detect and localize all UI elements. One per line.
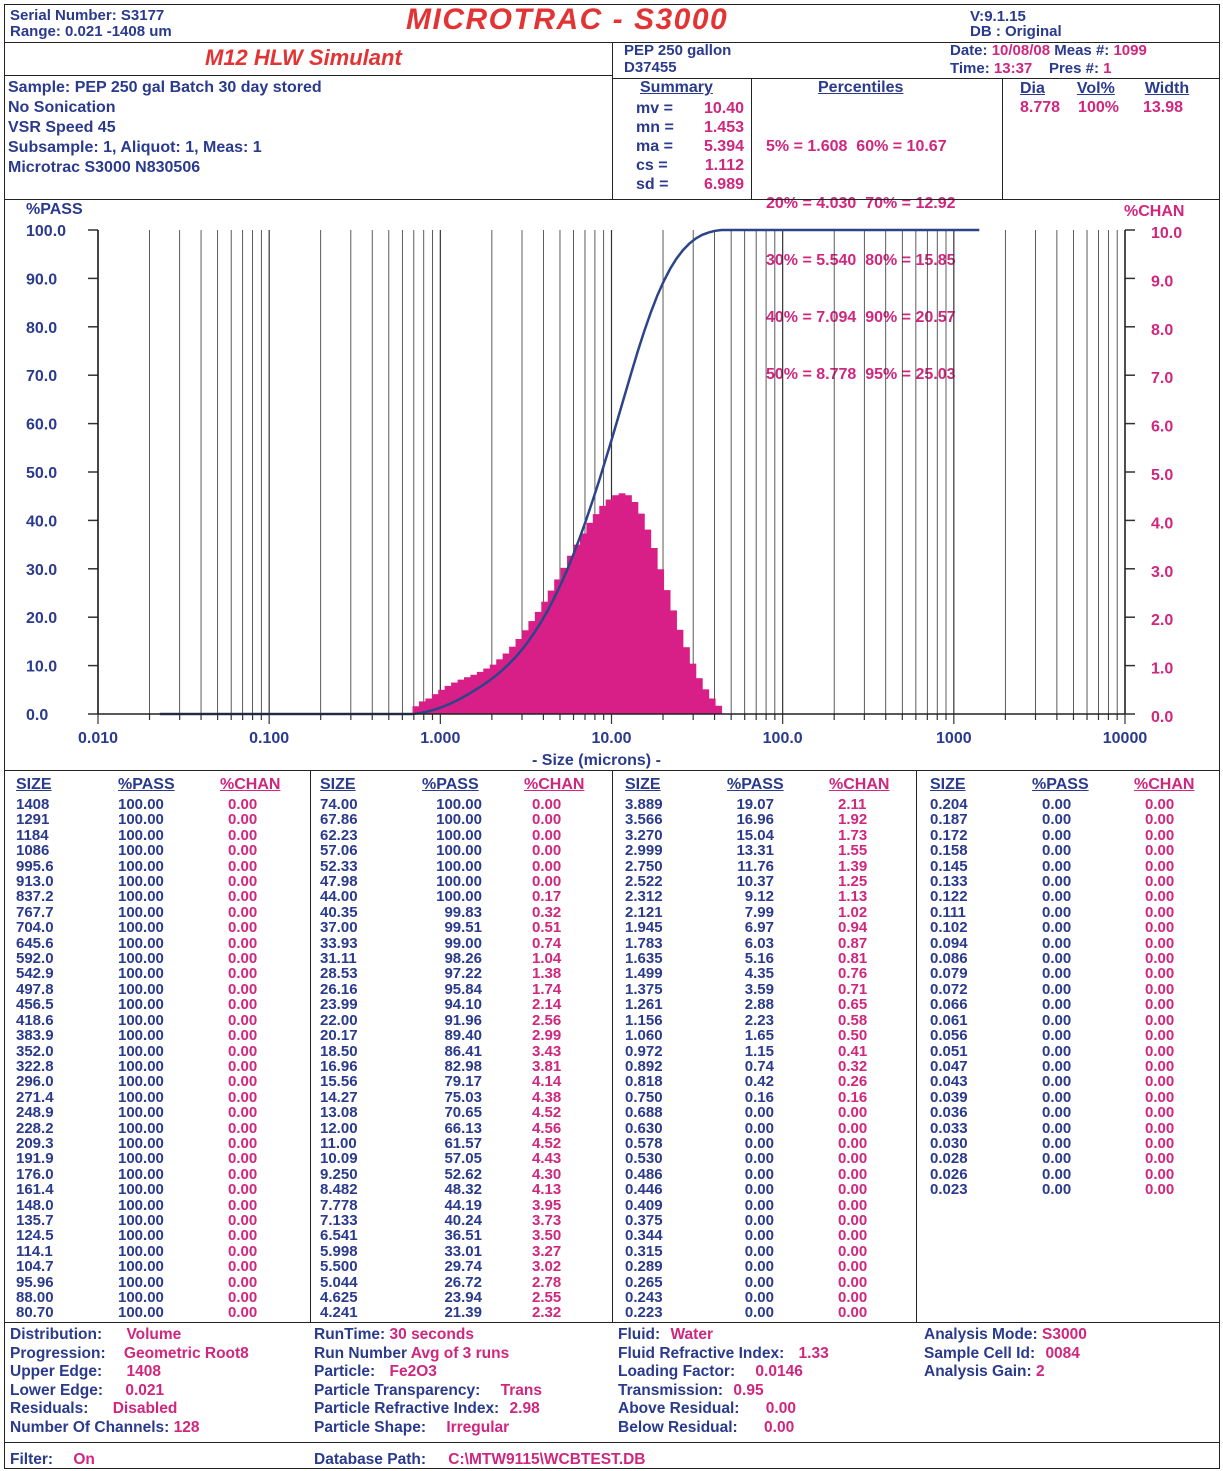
col1-pass: 100.00 100.00 100.00 100.00 100.00 100.0… — [118, 796, 164, 1322]
col3-size: 3.889 3.566 3.270 2.999 2.750 2.522 2.31… — [625, 796, 663, 1322]
col4-size-header: SIZE — [930, 776, 966, 793]
col1-chan-header: %CHAN — [220, 776, 281, 793]
col2-chan: 0.00 0.00 0.00 0.00 0.00 0.00 0.17 0.32 … — [532, 796, 562, 1322]
col4-chan: 0.00 0.00 0.00 0.00 0.00 0.00 0.00 0.00 … — [1145, 796, 1175, 1199]
y-left-label: %PASS — [26, 201, 83, 218]
range: Range: 0.021 -1408 um — [10, 23, 172, 40]
database-path: Database Path: C:\MTW9115\WCBTEST.DB — [314, 1451, 646, 1468]
sample-id-2: D37455 — [624, 59, 677, 76]
col1-size: 1408 1291 1184 1086 995.6 913.0 837.2 76… — [16, 796, 54, 1322]
sample-id-1: PEP 250 gallon — [624, 42, 732, 59]
col3-chan: 2.11 1.92 1.73 1.55 1.39 1.25 1.13 1.02 … — [838, 796, 868, 1322]
summary-table: mv = 10.40 mn = 1.453 ma = 5.394 cs = 1.112 … — [636, 100, 744, 193]
y-right-label: %CHAN — [1124, 203, 1185, 220]
time: Time: 13:37 Pres #: 1 — [950, 60, 1112, 77]
footer-col2: RunTime: 30 seconds Run Number Avg of 3 … — [314, 1326, 542, 1436]
col2-pass: 100.00 100.00 100.00 100.00 100.00 100.0… — [436, 796, 482, 1322]
database: DB : Original — [970, 23, 1062, 40]
col4-chan-header: %CHAN — [1134, 776, 1195, 793]
percentiles-title: Percentiles — [818, 79, 904, 96]
footer-col3: Fluid: Water Fluid Refractive Index: 1.3… — [618, 1326, 829, 1436]
col2-size: 74.00 67.86 62.23 57.06 52.33 47.98 44.0… — [320, 796, 358, 1322]
col4-pass-header: %PASS — [1032, 776, 1089, 793]
col4-pass: 0.00 0.00 0.00 0.00 0.00 0.00 0.00 0.00 … — [1042, 796, 1072, 1199]
footer-col4: Analysis Mode: S3000 Sample Cell Id: 008… — [924, 1326, 1087, 1380]
footer-frame — [4, 1322, 1220, 1469]
serial-number: Serial Number: S3177 — [10, 7, 165, 24]
version: V:9.1.15 — [970, 8, 1026, 25]
col1-size-header: SIZE — [16, 776, 52, 793]
instrument-title: MICROTRAC - S3000 — [406, 3, 729, 36]
col3-chan-header: %CHAN — [829, 776, 890, 793]
sample-title: M12 HLW Simulant — [205, 45, 402, 70]
peaks-header: Dia Vol% Width — [1020, 80, 1190, 97]
col3-size-header: SIZE — [625, 776, 661, 793]
chart-frame — [4, 199, 1220, 771]
col3-pass-header: %PASS — [727, 776, 784, 793]
col1-chan: 0.00 0.00 0.00 0.00 0.00 0.00 0.00 0.00 … — [228, 796, 258, 1322]
col2-size-header: SIZE — [320, 776, 356, 793]
x-axis-label: - Size (microns) - — [532, 752, 661, 769]
col1-pass-header: %PASS — [118, 776, 175, 793]
col2-pass-header: %PASS — [422, 776, 479, 793]
filter: Filter: On — [10, 1451, 95, 1468]
sample-info: Sample: PEP 250 gal Batch 30 day stored … — [8, 79, 322, 176]
date: Date: 10/08/08 Meas #: 1099 — [950, 42, 1147, 59]
summary-title: Summary — [640, 79, 713, 96]
peaks-values: 8.778 100% 13.98 — [1020, 99, 1184, 116]
col2-chan-header: %CHAN — [524, 776, 585, 793]
footer-col1: Distribution: Volume Progression: Geomet… — [10, 1326, 249, 1436]
col3-pass: 19.07 16.96 15.04 13.31 11.76 10.37 9.12… — [736, 796, 774, 1322]
col4-size: 0.204 0.187 0.172 0.158 0.145 0.133 0.12… — [930, 796, 968, 1199]
